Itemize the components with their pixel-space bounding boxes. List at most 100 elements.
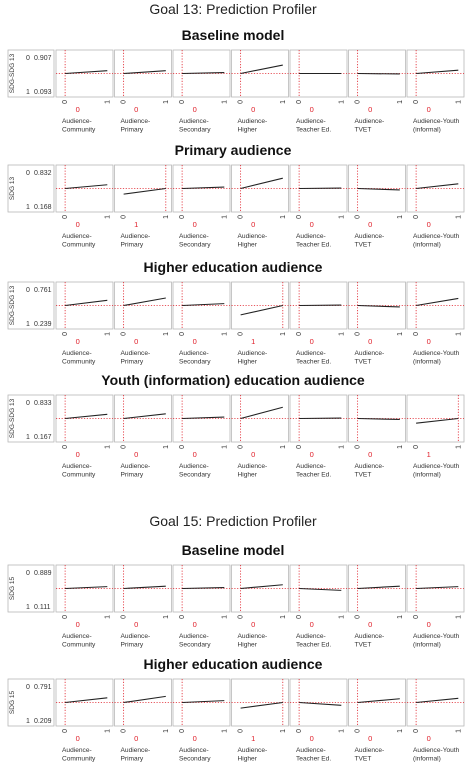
x-tick-label: 0 bbox=[62, 332, 69, 336]
y-tick-label: 1 bbox=[26, 718, 30, 725]
factor-current-value: 0 bbox=[368, 105, 372, 114]
factor-cell: 0 1 0 Audience-Higher bbox=[231, 394, 289, 479]
factor-name-label: Audience-Youth (informal) bbox=[413, 633, 460, 649]
goal-title: Goal 13: Prediction Profiler bbox=[149, 1, 317, 17]
factor-current-value: 0 bbox=[76, 620, 80, 629]
x-tick-label: 0 bbox=[179, 332, 186, 336]
x-tick-label: 1 bbox=[163, 332, 170, 336]
profile-trace bbox=[240, 64, 283, 75]
prediction-lower-value: 0.167 bbox=[34, 434, 52, 441]
response-axis-label: SDG 15 bbox=[9, 577, 16, 601]
factor-name-label: Audience-Primary bbox=[121, 747, 151, 763]
profile-trace bbox=[240, 584, 283, 590]
prediction-upper-value: 0.791 bbox=[34, 684, 52, 691]
x-tick-label: 0 bbox=[62, 445, 69, 449]
profile-trace bbox=[65, 413, 108, 420]
factor-current-value: 0 bbox=[134, 450, 138, 459]
profile-trace bbox=[299, 701, 342, 706]
factor-cell: 0 1 0 Audience-Community bbox=[55, 164, 114, 249]
x-tick-label: 1 bbox=[163, 215, 170, 219]
factor-cell: 0 1 0 Audience-Youth (informal) bbox=[406, 164, 465, 249]
x-tick-label: 0 bbox=[413, 729, 420, 733]
x-tick-label: 1 bbox=[221, 615, 228, 619]
x-tick-label: 1 bbox=[397, 100, 404, 104]
factor-cell: 0 1 0 Audience-Primary bbox=[114, 394, 172, 479]
factor-current-value: 0 bbox=[134, 734, 138, 743]
x-tick-label: 1 bbox=[455, 729, 462, 733]
factor-current-value: 0 bbox=[427, 337, 431, 346]
prediction-lower-value: 0.111 bbox=[34, 604, 51, 611]
profile-trace bbox=[357, 417, 400, 420]
x-tick-label: 1 bbox=[455, 215, 462, 219]
x-tick-label: 0 bbox=[413, 332, 420, 336]
factor-name-label: Audience-Higher bbox=[238, 350, 268, 366]
x-tick-label: 1 bbox=[104, 445, 111, 449]
factor-name-label: Audience-Primary bbox=[121, 350, 151, 366]
factor-cell: 0 1 0 Audience-Teacher Ed. bbox=[289, 394, 348, 479]
x-tick-label: 1 bbox=[221, 215, 228, 219]
response-axis-box bbox=[7, 564, 55, 613]
x-tick-label: 0 bbox=[296, 445, 303, 449]
factor-current-value: 0 bbox=[134, 105, 138, 114]
panel-subtitle: Primary audience bbox=[175, 142, 292, 158]
factor-current-value: 0 bbox=[427, 220, 431, 229]
factor-name-label: Audience-Teacher Ed. bbox=[296, 118, 331, 134]
y-tick-label: 0 bbox=[26, 170, 30, 177]
profile-trace bbox=[416, 586, 459, 590]
factor-current-value: 1 bbox=[251, 734, 255, 743]
x-tick-label: 0 bbox=[121, 332, 128, 336]
x-tick-label: 1 bbox=[104, 615, 111, 619]
response-axis-label: SDG 15 bbox=[9, 691, 16, 715]
panel-subtitle: Higher education audience bbox=[144, 656, 323, 672]
x-tick-label: 1 bbox=[163, 445, 170, 449]
profiler-panel: Baseline model SDG-SDG 13 0 0.907 1 0.093 0 1 0 A… bbox=[7, 27, 465, 134]
x-tick-label: 1 bbox=[455, 445, 462, 449]
factor-cell: 0 1 0 Audience-Teacher Ed. bbox=[289, 678, 348, 763]
x-tick-label: 1 bbox=[221, 100, 228, 104]
x-tick-label: 1 bbox=[221, 729, 228, 733]
profile-trace bbox=[123, 297, 166, 307]
profile-trace bbox=[240, 304, 283, 316]
x-tick-label: 0 bbox=[238, 215, 245, 219]
factor-name-label: Audience-Secondary bbox=[179, 118, 211, 134]
factor-name-label: Audience-Community bbox=[62, 747, 96, 763]
x-tick-label: 0 bbox=[62, 215, 69, 219]
profile-trace bbox=[123, 187, 166, 195]
factor-cell: 0 1 0 Audience-Primary bbox=[114, 281, 172, 366]
y-tick-label: 1 bbox=[26, 321, 30, 328]
y-tick-label: 0 bbox=[26, 400, 30, 407]
profile-trace bbox=[123, 585, 166, 590]
x-tick-label: 0 bbox=[238, 100, 245, 104]
prediction-lower-value: 0.168 bbox=[34, 204, 52, 211]
x-tick-label: 1 bbox=[104, 100, 111, 104]
x-tick-label: 0 bbox=[296, 215, 303, 219]
x-tick-label: 1 bbox=[338, 615, 345, 619]
factor-name-label: Audience-Community bbox=[62, 463, 96, 479]
factor-name-label: Audience-Secondary bbox=[179, 350, 211, 366]
profile-trace bbox=[357, 304, 400, 308]
x-tick-label: 0 bbox=[121, 215, 128, 219]
x-tick-label: 0 bbox=[121, 445, 128, 449]
factor-name-label: Audience-Teacher Ed. bbox=[296, 747, 331, 763]
profile-trace bbox=[357, 698, 400, 704]
x-tick-label: 1 bbox=[338, 100, 345, 104]
factor-cell: 0 1 0 Audience-Youth (informal) bbox=[406, 281, 465, 366]
factor-name-label: Audience-Community bbox=[62, 633, 96, 649]
x-tick-label: 0 bbox=[238, 729, 245, 733]
factor-current-value: 0 bbox=[251, 450, 255, 459]
factor-current-value: 0 bbox=[193, 337, 197, 346]
y-tick-label: 0 bbox=[26, 55, 30, 62]
response-axis-label: SDG-SDG 13 bbox=[9, 285, 16, 325]
panel-subtitle: Youth (information) education audience bbox=[101, 372, 365, 388]
x-tick-label: 0 bbox=[179, 100, 186, 104]
prediction-lower-value: 0.239 bbox=[34, 321, 52, 328]
profile-trace bbox=[357, 585, 400, 590]
factor-cell: 0 1 0 Audience-Community bbox=[55, 394, 114, 479]
profile-trace bbox=[240, 406, 283, 420]
profile-trace bbox=[299, 587, 342, 591]
profile-trace bbox=[357, 187, 400, 191]
prediction-upper-value: 0.833 bbox=[34, 400, 52, 407]
factor-current-value: 0 bbox=[310, 220, 314, 229]
factor-current-value: 0 bbox=[134, 620, 138, 629]
profile-trace bbox=[416, 297, 459, 307]
